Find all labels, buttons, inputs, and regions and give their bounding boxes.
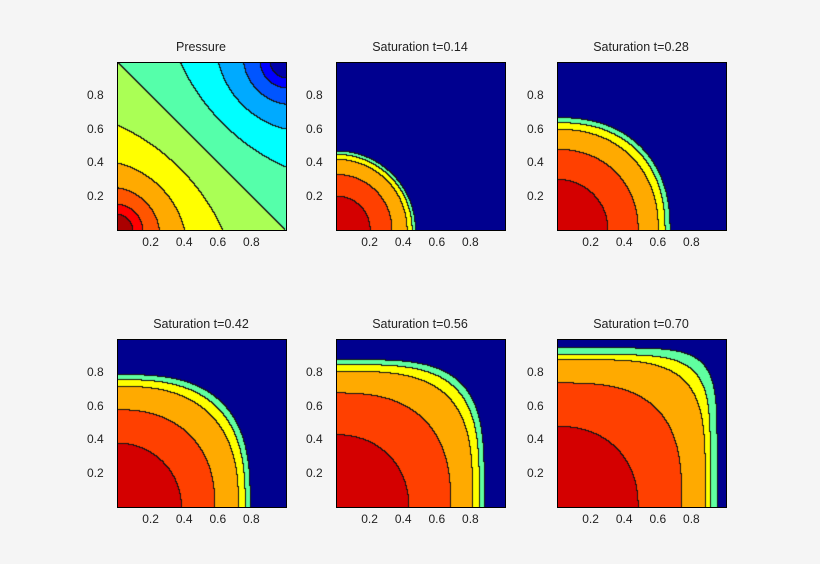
y-tick-label: 0.6: [87, 398, 104, 413]
y-tick-label: 0.4: [527, 432, 544, 447]
y-tick-label: 0.2: [306, 465, 323, 480]
subplot-1: Pressure 0.2 0.4 0.6 0.8 0.2 0.4 0.6 0.8: [87, 40, 287, 249]
x-tick-label: 0.2: [582, 235, 599, 249]
y-tick-label: 0.4: [87, 155, 104, 170]
y-tick-label: 0.4: [306, 155, 323, 170]
x-tick-label: 0.8: [243, 235, 260, 249]
subplot-2: Saturation t=0.14 0.2 0.4 0.6 0.8 0.2 0.4 0.6 0.…: [306, 40, 506, 249]
x-tick-label: 0.8: [243, 512, 260, 526]
y-tick-label: 0.8: [527, 88, 544, 103]
x-tick-label: 0.6: [428, 512, 446, 526]
subplot-4: Saturation t=0.42 0.2 0.4 0.6 0.8 0.2 0.4 0.6 0.…: [87, 317, 287, 526]
y-tick-label: 0.6: [87, 121, 104, 136]
x-tick-label: 0.6: [209, 512, 227, 526]
y-tick-label: 0.2: [527, 188, 544, 203]
x-tick-label: 0.2: [142, 512, 159, 526]
y-tick-label: 0.6: [306, 121, 323, 136]
subplot-6: Saturation t=0.70 0.2 0.4 0.6 0.8 0.2 0.4 0.6 0.…: [527, 317, 727, 526]
x-tick-label: 0.2: [361, 512, 378, 526]
x-tick-label: 0.6: [649, 512, 667, 526]
x-tick-label: 0.2: [582, 512, 599, 526]
x-tick-label: 0.4: [394, 512, 412, 526]
y-tick-label: 0.2: [87, 465, 104, 480]
subplot-3: Saturation t=0.28 0.2 0.4 0.6 0.8 0.2 0.4 0.6 0.…: [527, 40, 727, 249]
subplot-title: Saturation t=0.70: [593, 317, 689, 331]
y-tick-label: 0.2: [306, 188, 323, 203]
saturation-contour-field: [557, 62, 727, 231]
saturation-contour-field: [336, 339, 506, 508]
subplot-title: Saturation t=0.28: [593, 40, 689, 54]
x-tick-label: 0.4: [615, 512, 633, 526]
x-tick-label: 0.4: [394, 235, 412, 249]
x-tick-label: 0.8: [462, 512, 479, 526]
saturation-contour-field: [336, 62, 506, 231]
y-tick-label: 0.2: [87, 188, 104, 203]
y-tick-label: 0.6: [306, 398, 323, 413]
y-tick-label: 0.8: [527, 365, 544, 380]
y-tick-label: 0.4: [87, 432, 104, 447]
x-tick-label: 0.8: [683, 512, 700, 526]
x-tick-label: 0.6: [649, 235, 667, 249]
saturation-contour-field: [117, 339, 287, 508]
x-tick-label: 0.4: [615, 235, 633, 249]
y-tick-label: 0.8: [306, 365, 323, 380]
subplot-title: Saturation t=0.14: [372, 40, 468, 54]
x-tick-label: 0.6: [209, 235, 227, 249]
y-tick-label: 0.6: [527, 398, 544, 413]
y-tick-label: 0.8: [306, 88, 323, 103]
x-tick-label: 0.8: [462, 235, 479, 249]
saturation-contour-field: [557, 339, 727, 508]
y-tick-label: 0.4: [306, 432, 323, 447]
x-tick-label: 0.2: [142, 235, 159, 249]
y-tick-label: 0.6: [527, 121, 544, 136]
x-tick-label: 0.4: [175, 512, 193, 526]
x-tick-label: 0.2: [361, 235, 378, 249]
subplot-5: Saturation t=0.56 0.2 0.4 0.6 0.8 0.2 0.4 0.6 0.…: [306, 317, 506, 526]
subplot-title: Saturation t=0.42: [153, 317, 249, 331]
y-tick-label: 0.4: [527, 155, 544, 170]
pressure-contour-field: [117, 62, 287, 231]
subplot-title: Saturation t=0.56: [372, 317, 468, 331]
x-tick-label: 0.4: [175, 235, 193, 249]
x-tick-label: 0.6: [428, 235, 446, 249]
x-tick-label: 0.8: [683, 235, 700, 249]
y-tick-label: 0.8: [87, 88, 104, 103]
y-tick-label: 0.2: [527, 465, 544, 480]
subplot-title: Pressure: [175, 40, 227, 54]
y-tick-label: 0.8: [87, 365, 104, 380]
